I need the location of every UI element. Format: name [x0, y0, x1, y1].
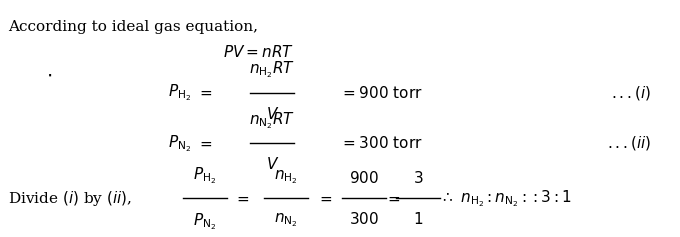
Text: $P_{\mathrm{H_2}}$: $P_{\mathrm{H_2}}$	[193, 165, 216, 186]
Text: $=$: $=$	[385, 191, 401, 205]
Text: $= 300\ \mathrm{torr}$: $= 300\ \mathrm{torr}$	[340, 136, 423, 151]
Text: $V$: $V$	[266, 156, 279, 172]
Text: According to ideal gas equation,: According to ideal gas equation,	[8, 20, 258, 34]
Text: $3$: $3$	[413, 170, 423, 186]
Text: $\therefore\ n_{\mathrm{H_2}} : n_{\mathrm{N_2}} :: 3:1$: $\therefore\ n_{\mathrm{H_2}} : n_{\math…	[440, 188, 572, 209]
Text: $P_{\mathrm{H_2}}$: $P_{\mathrm{H_2}}$	[168, 83, 191, 103]
Text: $P_{\mathrm{N_2}}$: $P_{\mathrm{N_2}}$	[193, 211, 216, 232]
Text: $= 900\ \mathrm{torr}$: $= 900\ \mathrm{torr}$	[340, 85, 423, 101]
Text: $n_{\mathrm{H_2}}$: $n_{\mathrm{H_2}}$	[274, 168, 298, 186]
Text: $=$: $=$	[317, 191, 333, 205]
Text: $=$: $=$	[197, 137, 213, 150]
Text: $=$: $=$	[197, 86, 213, 100]
Text: $...(ii)$: $...(ii)$	[607, 134, 651, 152]
Text: $\cdot$: $\cdot$	[46, 65, 52, 84]
Text: $...(i)$: $...(i)$	[611, 84, 651, 102]
Text: $900$: $900$	[349, 170, 379, 186]
Text: $n_{\mathrm{H_2}}RT$: $n_{\mathrm{H_2}}RT$	[249, 60, 295, 80]
Text: $n_{\mathrm{N_2}}$: $n_{\mathrm{N_2}}$	[274, 211, 298, 229]
Text: $=$: $=$	[234, 191, 250, 205]
Text: $n_{\mathrm{N_2}}RT$: $n_{\mathrm{N_2}}RT$	[249, 110, 295, 131]
Text: $1$: $1$	[413, 211, 423, 227]
Text: $V$: $V$	[266, 106, 279, 122]
Text: $300$: $300$	[349, 211, 379, 227]
Text: $PV = nRT$: $PV = nRT$	[223, 44, 294, 60]
Text: Divide $(i)$ by $(ii)$,: Divide $(i)$ by $(ii)$,	[8, 189, 133, 208]
Text: $P_{\mathrm{N_2}}$: $P_{\mathrm{N_2}}$	[168, 133, 191, 154]
